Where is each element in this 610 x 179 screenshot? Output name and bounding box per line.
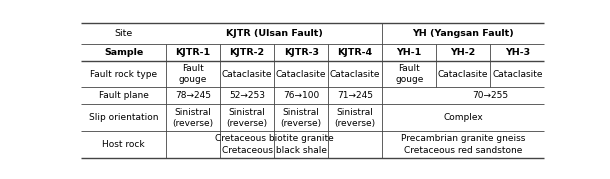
Text: Sample: Sample: [104, 48, 143, 57]
Text: Host rock: Host rock: [102, 140, 145, 149]
Text: Sinistral
(reverse): Sinistral (reverse): [173, 108, 214, 128]
Text: 70→255: 70→255: [472, 91, 508, 100]
Text: Slip orientation: Slip orientation: [89, 113, 158, 122]
Text: Cataclasite: Cataclasite: [492, 69, 542, 79]
Text: Cataclasite: Cataclasite: [222, 69, 272, 79]
Text: Precambrian granite gneiss
Cretaceous red sandstone: Precambrian granite gneiss Cretaceous re…: [401, 134, 525, 154]
Text: YH-1: YH-1: [396, 48, 422, 57]
Text: KJTR-1: KJTR-1: [176, 48, 210, 57]
Text: Fault
gouge: Fault gouge: [395, 64, 423, 84]
Text: Site: Site: [115, 29, 132, 38]
Text: Fault rock type: Fault rock type: [90, 69, 157, 79]
Text: Cretaceous biotite granite
Cretaceous black shale: Cretaceous biotite granite Cretaceous bl…: [215, 134, 334, 154]
Text: Sinistral
(reverse): Sinistral (reverse): [281, 108, 321, 128]
Text: Sinistral
(reverse): Sinistral (reverse): [335, 108, 376, 128]
Text: 71→245: 71→245: [337, 91, 373, 100]
Text: KJTR-2: KJTR-2: [229, 48, 265, 57]
Text: 52→253: 52→253: [229, 91, 265, 100]
Text: Cataclasite: Cataclasite: [330, 69, 381, 79]
Text: KJTR (Ulsan Fault): KJTR (Ulsan Fault): [226, 29, 323, 38]
Text: YH-2: YH-2: [451, 48, 476, 57]
Text: Fault
gouge: Fault gouge: [179, 64, 207, 84]
Text: Fault plane: Fault plane: [99, 91, 148, 100]
Text: Sinistral
(reverse): Sinistral (reverse): [226, 108, 268, 128]
Text: Cataclasite: Cataclasite: [438, 69, 489, 79]
Text: Complex: Complex: [443, 113, 483, 122]
Text: 76→100: 76→100: [283, 91, 319, 100]
Text: 78→245: 78→245: [175, 91, 211, 100]
Text: YH (Yangsan Fault): YH (Yangsan Fault): [412, 29, 514, 38]
Text: YH-3: YH-3: [504, 48, 530, 57]
Text: KJTR-4: KJTR-4: [337, 48, 373, 57]
Text: KJTR-3: KJTR-3: [284, 48, 318, 57]
Text: Cataclasite: Cataclasite: [276, 69, 326, 79]
